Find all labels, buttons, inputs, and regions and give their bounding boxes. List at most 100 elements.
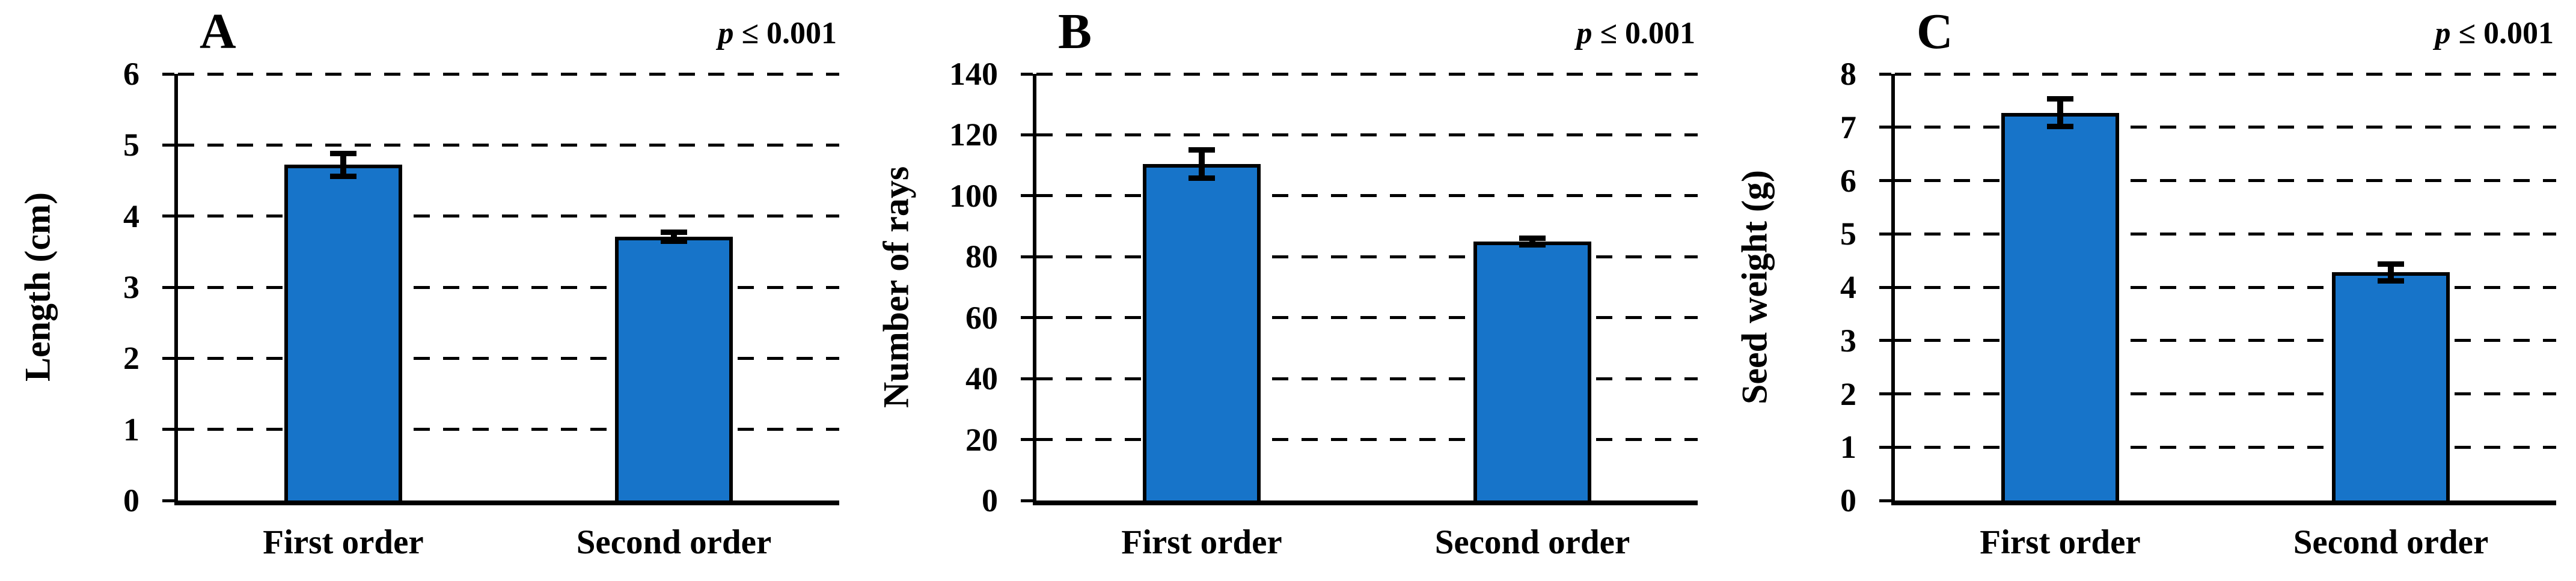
y-axis-tick-label: 3 [1840, 322, 1856, 359]
y-axis-tick-label: 60 [965, 299, 998, 336]
y-axis-tick-label: 7 [1840, 109, 1856, 145]
y-axis-tickmark [1879, 232, 1891, 236]
y-axis-tick-labels: 0 1 2 3 4 5 6 [0, 56, 139, 519]
panel-label: B [1058, 4, 1092, 59]
y-axis-tickmark [1879, 72, 1891, 76]
p-value-annotation: p ≤ 0.001 [2435, 16, 2554, 51]
y-axis-tickmark [1879, 126, 1891, 129]
gridline [1895, 392, 2556, 395]
error-bar-line [2057, 96, 2063, 130]
y-axis-tick-label: 140 [949, 56, 998, 92]
p-symbol: p [2435, 16, 2451, 50]
y-axis-tickmark [1879, 499, 1891, 502]
bar-second-order [615, 236, 733, 500]
gridline [1895, 232, 2556, 236]
y-axis-tick-label: 2 [1840, 376, 1856, 412]
y-axis-tickmark [162, 428, 174, 431]
error-bar [1189, 147, 1215, 181]
p-symbol: p [1576, 16, 1592, 50]
p-threshold: ≤ 0.001 [733, 16, 837, 50]
y-axis-tick-label: 1 [123, 411, 139, 448]
gridline [178, 214, 839, 218]
y-axis-tick-label: 0 [123, 482, 139, 519]
y-axis-tick-label: 80 [965, 239, 998, 275]
y-axis-tickmark [1021, 194, 1033, 198]
gridline [1036, 133, 1698, 136]
gridline [1895, 72, 2556, 76]
y-axis-tickmark [162, 214, 174, 218]
y-axis-tick-label: 100 [949, 177, 998, 214]
p-value-annotation: p ≤ 0.001 [718, 16, 837, 51]
gridline [1895, 445, 2556, 449]
y-axis-tick-label: 0 [982, 482, 998, 519]
x-category-label: Second order [576, 523, 772, 561]
error-bar [2378, 261, 2404, 284]
gridline [1895, 285, 2556, 289]
x-category-label: Second order [1434, 523, 1630, 561]
y-axis-tick-label: 20 [965, 421, 998, 458]
y-axis-tick-labels: 0 1 2 3 4 5 6 7 8 [1717, 56, 1856, 519]
gridline [178, 285, 839, 289]
gridline [178, 428, 839, 431]
y-axis-tick-label: 2 [123, 340, 139, 377]
y-axis-tick-label: 5 [123, 127, 139, 163]
y-axis-tickmark [1879, 392, 1891, 395]
bar-first-order [1143, 163, 1261, 500]
y-axis-tick-label: 1 [1840, 429, 1856, 466]
error-bar [661, 230, 687, 244]
gridline [1036, 438, 1698, 442]
plot-area [1021, 72, 1698, 505]
x-category-label: First order [263, 523, 424, 561]
y-axis-tickmark [1021, 72, 1033, 76]
gridline [1036, 377, 1698, 380]
y-axis-tickmark [1021, 499, 1033, 502]
panel-label: A [200, 4, 236, 59]
x-axis-category-labels: First order Second order [1036, 522, 1698, 570]
gridline [1895, 179, 2556, 182]
y-axis-tickmark [1021, 133, 1033, 136]
error-bar-line [2388, 261, 2394, 284]
bar-first-order [2001, 112, 2119, 500]
p-threshold: ≤ 0.001 [1592, 16, 1695, 50]
y-axis-tick-label: 0 [1840, 482, 1856, 519]
y-axis-tickmark [1879, 445, 1891, 449]
error-bar-line [1529, 235, 1535, 248]
bar-second-order [2332, 272, 2450, 500]
error-bar [330, 150, 356, 180]
y-axis-tick-label: 5 [1840, 216, 1856, 252]
y-axis-tickmark [1879, 285, 1891, 289]
y-axis-tickmark [1879, 179, 1891, 182]
gridline [1036, 255, 1698, 258]
p-value-annotation: p ≤ 0.001 [1576, 16, 1695, 51]
y-axis-tickmark [1021, 438, 1033, 442]
y-axis-tick-label: 120 [949, 117, 998, 153]
y-axis-tick-label: 6 [1840, 162, 1856, 199]
y-axis-tick-label: 6 [123, 56, 139, 92]
x-axis-category-labels: First order Second order [178, 522, 839, 570]
plot-area [1879, 72, 2556, 505]
error-bar-line [1199, 147, 1205, 181]
bar-first-order [284, 165, 402, 500]
y-axis-tickmark [162, 72, 174, 76]
gridline [1895, 339, 2556, 342]
gridline [1036, 72, 1698, 76]
x-axis-category-labels: First order Second order [1895, 522, 2556, 570]
y-axis-tickmark [162, 285, 174, 289]
gridline [178, 143, 839, 147]
gridline [178, 72, 839, 76]
bar-second-order [1473, 241, 1591, 500]
p-symbol: p [718, 16, 734, 50]
gridline [1895, 126, 2556, 129]
y-axis-tickmark [162, 499, 174, 502]
y-axis-tickmark [1021, 255, 1033, 258]
x-category-label: Second order [2293, 523, 2489, 561]
y-axis-tickmark [162, 143, 174, 147]
y-axis-tick-label: 4 [1840, 269, 1856, 305]
panel-b: Number of rays 0 20 40 60 80 100 120 140 B p ≤ … [858, 0, 1717, 581]
y-axis-tickmark [1021, 316, 1033, 320]
x-category-label: First order [1980, 523, 2141, 561]
gridline [1036, 194, 1698, 198]
